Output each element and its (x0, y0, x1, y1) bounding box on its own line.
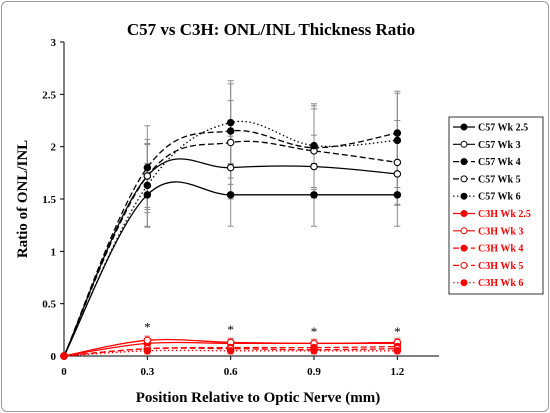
data-point (226, 138, 235, 147)
legend-label: C57 Wk 4 (478, 157, 521, 168)
legend-swatch-marker (460, 192, 468, 200)
legend-swatch-marker (460, 227, 468, 235)
data-point (393, 129, 402, 137)
data-point (393, 136, 402, 145)
legend-swatch-marker (460, 175, 468, 183)
series-line (63, 140, 398, 357)
x-axis-label: Position Relative to Optic Nerve (mm) (136, 390, 381, 406)
data-point (310, 141, 318, 150)
legend-label: C3H Wk 6 (478, 278, 523, 289)
legend-swatch-marker (460, 279, 468, 287)
legend-label: C3H Wk 4 (478, 244, 523, 255)
x-tick-label: 0.6 (224, 366, 238, 378)
data-point (60, 352, 68, 360)
data-point (143, 163, 152, 172)
data-point (310, 191, 318, 199)
legend-label: C3H Wk 2.5 (478, 209, 531, 220)
legend: C57 Wk 2.5 C57 Wk 3 C57 Wk 4 C57 Wk 5 C57 Wk… (448, 116, 544, 295)
legend-swatch-marker (460, 140, 468, 148)
data-point (393, 191, 402, 199)
x-tick-label: 0 (61, 366, 67, 378)
legend-swatch-marker (460, 123, 468, 131)
series-line (63, 129, 398, 357)
legend-label: C57 Wk 5 (478, 174, 521, 185)
data-point (143, 347, 152, 355)
data-point (143, 191, 152, 199)
significance-star: * (394, 324, 401, 339)
data-point (393, 158, 402, 167)
y-tick-label: 1.5 (42, 194, 56, 206)
data-point (226, 191, 235, 199)
series-line (63, 158, 398, 357)
significance-star: * (227, 322, 234, 337)
data-point (226, 347, 235, 355)
legend-label: C57 Wk 3 (478, 140, 521, 151)
x-tick-label: 0.3 (140, 366, 154, 378)
data-point (143, 172, 152, 180)
legend-label: C3H Wk 3 (478, 226, 523, 237)
data-point (143, 336, 152, 345)
legend-label: C57 Wk 6 (478, 192, 521, 203)
y-tick-label: 1 (51, 246, 57, 258)
data-point (226, 163, 235, 172)
legend-swatch-marker (460, 210, 468, 217)
significance-star: * (311, 324, 318, 339)
data-point (226, 127, 235, 135)
data-point (143, 181, 152, 190)
legend-swatch-marker (460, 158, 468, 166)
series-line (63, 120, 398, 357)
y-tick-label: 0.5 (42, 299, 56, 311)
x-tick-label: 1.2 (390, 366, 404, 378)
legend-label: C3H Wk 5 (478, 261, 523, 272)
y-tick-label: 2.5 (42, 89, 56, 101)
data-point (310, 162, 318, 171)
data-point (393, 170, 402, 178)
significance-star: * (144, 320, 151, 335)
plot-area: * * * * (60, 80, 402, 360)
y-axis-label: Ratio of ONL/INL (15, 140, 31, 258)
x-tick-label: 0.9 (307, 366, 321, 378)
legend-swatch-marker (460, 261, 468, 269)
legend-label: C57 Wk 2.5 (478, 123, 528, 134)
y-tick-label: 2 (51, 142, 57, 154)
data-point (310, 347, 318, 355)
chart-title: C57 vs C3H: ONL/INL Thickness Ratio (127, 20, 415, 39)
axes: 0 0.5 1 1.5 2 2.5 3 0 0.3 0.6 0.9 1.2 (42, 37, 439, 378)
data-point (226, 118, 235, 127)
y-tick-label: 3 (51, 37, 57, 49)
y-tick-label: 0 (51, 351, 57, 363)
data-point (393, 347, 402, 355)
legend-swatch-marker (460, 244, 468, 252)
